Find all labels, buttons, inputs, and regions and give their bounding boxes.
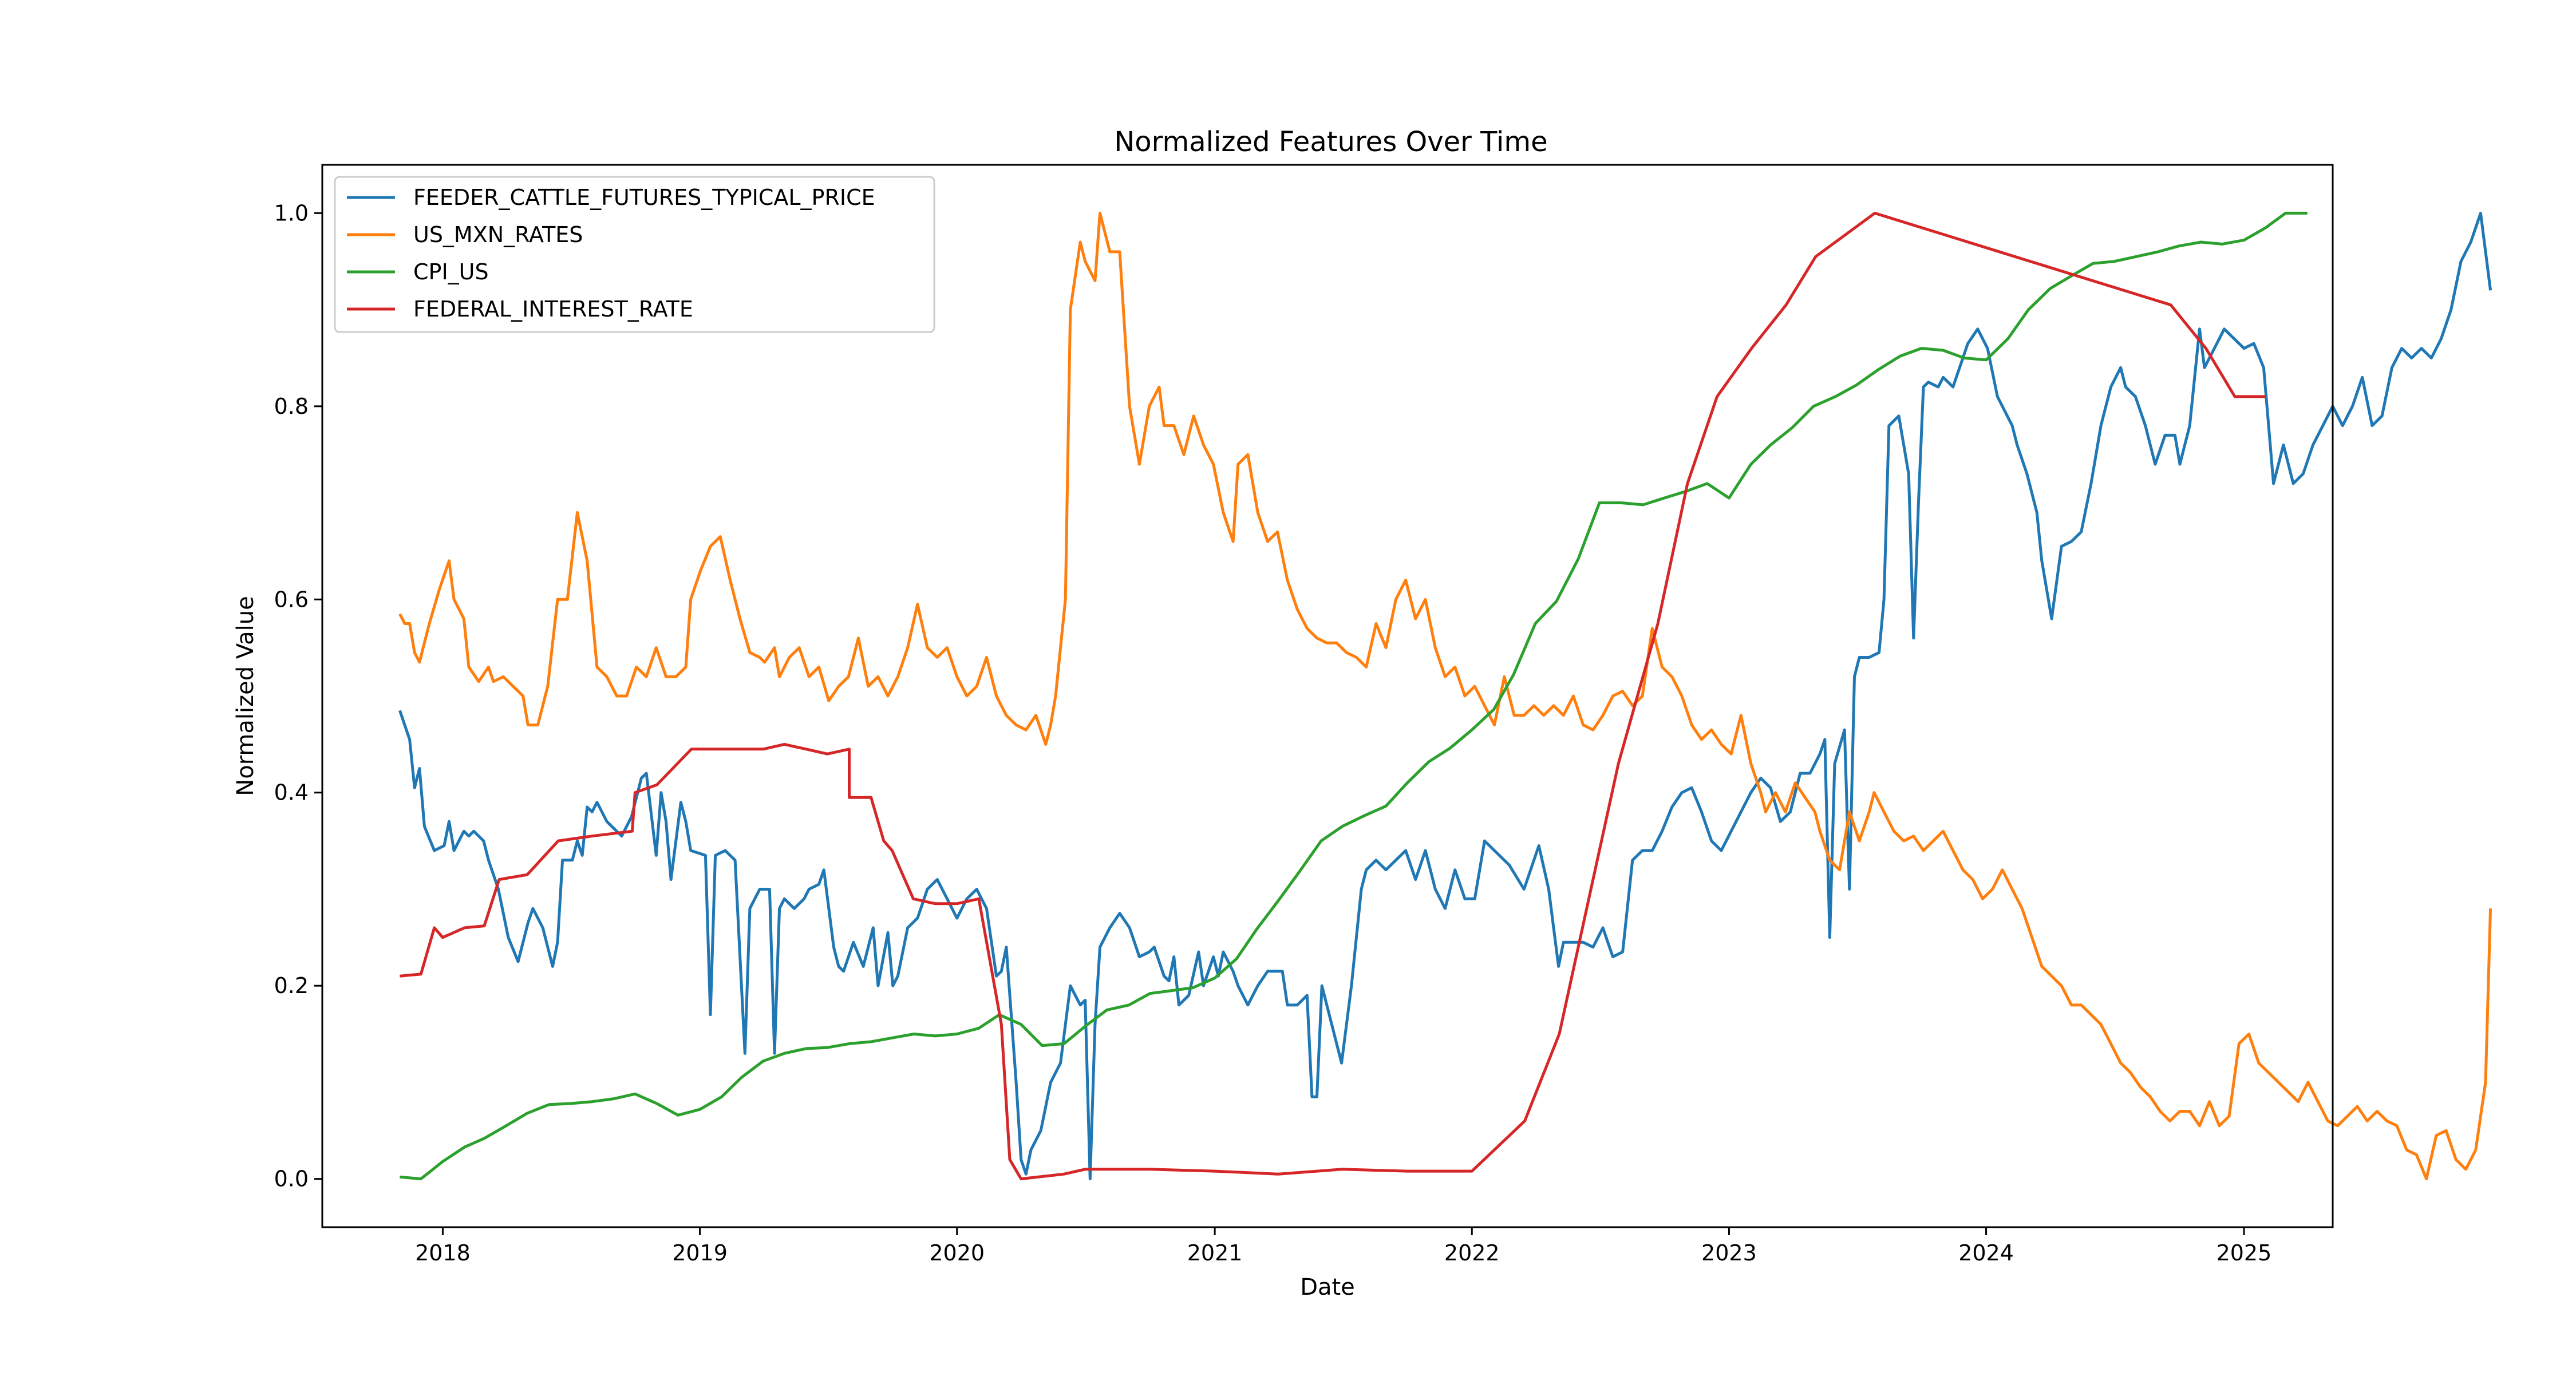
- y-axis: 0.0 0.2 0.4 0.6 0.8 1.0: [274, 200, 322, 1192]
- x-tick-label: 2023: [1701, 1240, 1757, 1266]
- y-tick-label: 0.6: [274, 587, 309, 612]
- x-tick-label: 2020: [929, 1240, 985, 1266]
- series-line-cpi-us: [400, 211, 2308, 1181]
- x-tick-label: 2021: [1187, 1240, 1243, 1266]
- y-tick-label: 0.0: [274, 1167, 309, 1192]
- x-tick-label: 2024: [1958, 1240, 2014, 1266]
- legend-label: US_MXN_RATES: [413, 222, 583, 247]
- y-tick-label: 0.2: [274, 973, 309, 998]
- plot-lines: [398, 211, 2492, 1181]
- y-tick-label: 1.0: [274, 200, 309, 226]
- y-tick-label: 0.8: [274, 394, 309, 419]
- legend-label: FEDERAL_INTEREST_RATE: [413, 296, 693, 322]
- legend-box: [334, 176, 935, 333]
- x-tick-label: 2019: [672, 1240, 728, 1266]
- x-tick-label: 2022: [1444, 1240, 1500, 1266]
- x-tick-label: 2025: [2217, 1240, 2272, 1266]
- x-axis: 2018 2019 2020 2021 2022 2023 2024 2025: [415, 1227, 2271, 1266]
- y-tick-label: 0.4: [274, 780, 309, 805]
- legend-label: CPI_US: [413, 259, 489, 284]
- plot-frame: [321, 164, 2334, 1228]
- series-line-us-mxn-rates: [398, 211, 2492, 1181]
- y-axis-label: Normalized Value: [232, 596, 259, 796]
- legend-label: FEEDER_CATTLE_FUTURES_TYPICAL_PRICE: [413, 185, 875, 210]
- series-line-federal-interest-rate: [400, 211, 2266, 1181]
- chart-title: Normalized Features Over Time: [1114, 126, 1547, 158]
- x-tick-label: 2018: [415, 1240, 471, 1266]
- series-line-feeder-cattle-futures-typical-price: [398, 211, 2492, 1181]
- legend: FEEDER_CATTLE_FUTURES_TYPICAL_PRICE US_MX…: [334, 176, 935, 333]
- x-axis-label: Date: [1300, 1274, 1355, 1300]
